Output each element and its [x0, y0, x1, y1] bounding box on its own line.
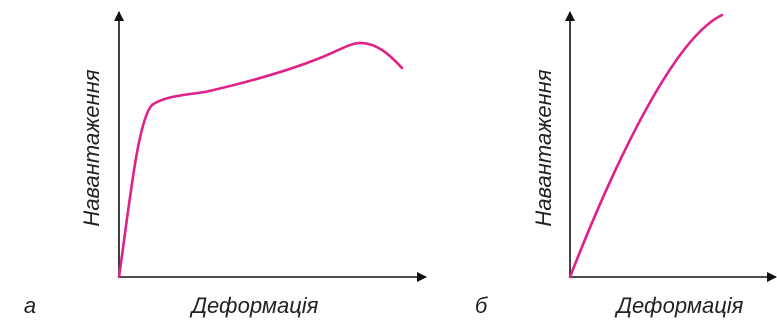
y-label: Навантаження [79, 69, 104, 226]
curve [117, 41, 404, 279]
y-label: Навантаження [531, 69, 556, 226]
curve [568, 13, 724, 279]
panel-letter: б [475, 293, 489, 318]
panel-b: Навантаження Деформація б [475, 11, 777, 318]
x-label: Деформація [614, 293, 744, 318]
x-label: Деформація [189, 293, 319, 318]
panel-a: Навантаження Деформація а [24, 11, 427, 318]
panel-letter: а [24, 293, 36, 318]
